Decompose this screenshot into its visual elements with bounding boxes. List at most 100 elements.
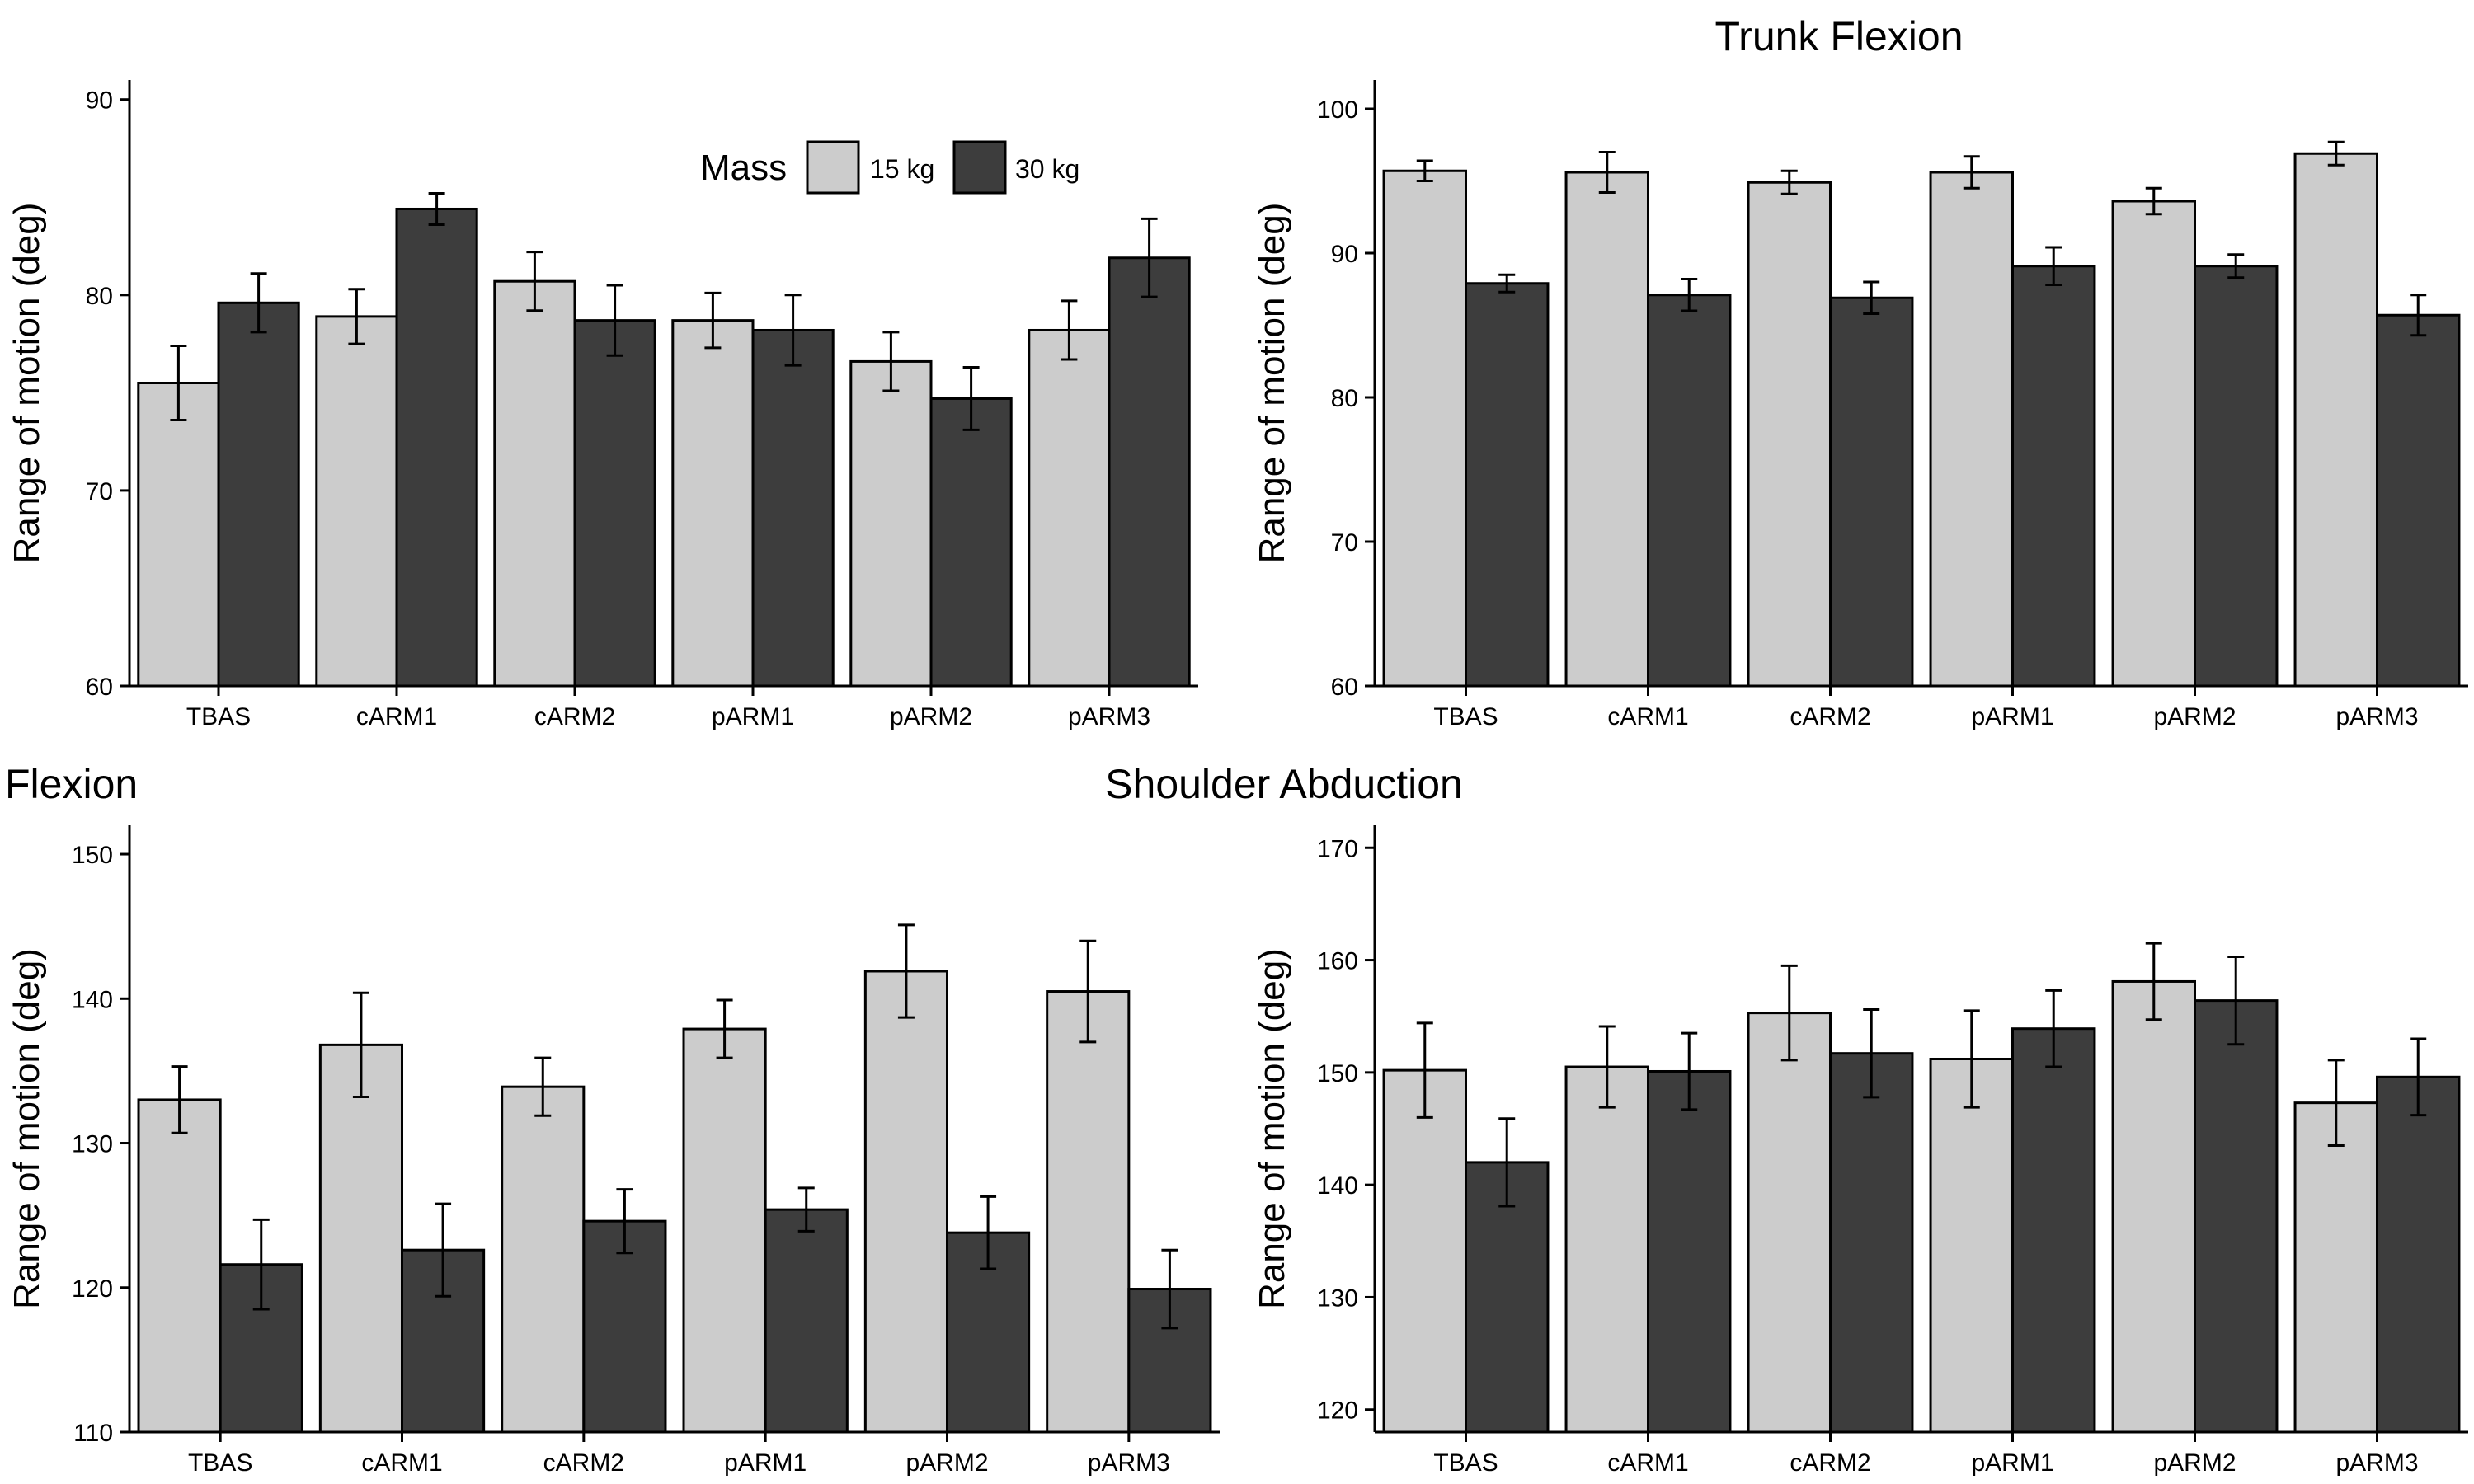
bar-30kg (1829, 1052, 1914, 1434)
x-tick-label: pARM2 (2153, 703, 2236, 730)
x-tick-label: pARM2 (905, 1449, 988, 1477)
y-tick-label: 150 (1317, 1060, 1358, 1087)
x-tick-label: pARM3 (1088, 1449, 1170, 1477)
bar-30kg (395, 207, 478, 688)
chart-panel-2: 60 70 80 90 100 Range of motion (deg) TBAS cARM… (1252, 80, 2468, 730)
legend-label-30kg: 30 kg (1015, 154, 1079, 184)
y-tick-label: 90 (1331, 241, 1358, 268)
bar-30kg (1108, 256, 1191, 688)
x-tick-label: TBAS (186, 703, 251, 730)
y-axis-title: Range of motion (deg) (7, 948, 47, 1309)
bar-30kg (2376, 313, 2461, 688)
y-tick-label: 60 (1331, 674, 1358, 701)
x-tick-label: pARM1 (712, 703, 794, 730)
panel-title-trunk-flexion: Trunk Flexion (1714, 13, 1963, 59)
bar-30kg (573, 319, 656, 688)
x-tick-label: pARM3 (2335, 703, 2418, 730)
bar-15kg (1046, 990, 1131, 1434)
y-tick-label: 140 (72, 986, 113, 1013)
panel-title-flexion-fragment: Flexion (5, 761, 138, 807)
bar-15kg (682, 1027, 767, 1434)
bar-30kg (1647, 294, 1732, 688)
x-tick-label: cARM1 (361, 1449, 442, 1477)
bar-30kg (1465, 282, 1550, 688)
chart-panel-1: 60 70 80 90 Range of motion (deg) TBAS cARM1 cA… (7, 80, 1198, 730)
bar-15kg (671, 319, 755, 688)
bar-15kg (1382, 169, 1468, 688)
legend-label-15kg: 15 kg (870, 154, 934, 184)
x-tick-label: cARM2 (1790, 1449, 1870, 1477)
bar-15kg (1929, 171, 2015, 688)
bar-15kg (137, 382, 220, 688)
bar-15kg (1564, 171, 1650, 688)
bar-15kg (501, 1085, 586, 1434)
x-tick-label: TBAS (1433, 703, 1498, 730)
bar-30kg (751, 328, 835, 688)
y-tick-label: 160 (1317, 948, 1358, 975)
bar-30kg (2011, 265, 2096, 688)
y-tick-label: 70 (86, 478, 113, 505)
bar-15kg (849, 359, 933, 688)
bar-30kg (2194, 999, 2279, 1434)
bar-15kg (863, 970, 948, 1434)
bar-30kg (217, 301, 300, 688)
x-tick-label: pARM2 (2153, 1449, 2236, 1477)
y-tick-label: 140 (1317, 1172, 1358, 1200)
chart-panels: 60 70 80 90 Range of motion (deg) TBAS cARM1 cA… (7, 80, 2468, 1477)
x-tick-label: TBAS (188, 1449, 252, 1477)
y-tick-label: 130 (1317, 1284, 1358, 1312)
x-tick-label: pARM1 (1971, 1449, 2053, 1477)
legend-swatch-15kg (806, 140, 860, 195)
y-tick-label: 60 (86, 674, 113, 701)
bar-30kg (929, 397, 1013, 688)
bar-15kg (1382, 1068, 1468, 1434)
y-axis-title: Range of motion (deg) (1252, 203, 1292, 564)
bar-15kg (1564, 1065, 1650, 1434)
y-tick-label: 170 (1317, 835, 1358, 862)
bar-30kg (582, 1219, 667, 1434)
bar-15kg (318, 1043, 404, 1434)
x-tick-label: pARM2 (890, 703, 972, 730)
panel-title-shoulder-abduction: Shoulder Abduction (1105, 761, 1463, 807)
bar-30kg (1647, 1069, 1732, 1434)
x-tick-label: cARM2 (1790, 703, 1870, 730)
x-tick-label: cARM2 (543, 1449, 624, 1477)
bar-30kg (764, 1208, 849, 1434)
x-tick-label: pARM1 (1971, 703, 2053, 730)
y-tick-label: 80 (1331, 385, 1358, 412)
y-tick-label: 150 (72, 842, 113, 869)
bar-15kg (2111, 979, 2197, 1434)
x-tick-label: pARM1 (724, 1449, 807, 1477)
x-tick-label: pARM3 (1068, 703, 1150, 730)
chart-panel-4: 120 130 140 150 160 170 Range of motion (deg) T… (1252, 825, 2468, 1477)
y-tick-label: 100 (1317, 96, 1358, 124)
y-axis-title: Range of motion (deg) (7, 203, 47, 564)
x-tick-label: pARM3 (2335, 1449, 2418, 1477)
chart-panel-3: 110 120 130 140 150 Range of motion (deg) TBAS… (7, 825, 1220, 1477)
y-tick-label: 90 (86, 87, 113, 115)
bar-15kg (1747, 1012, 1832, 1434)
legend-swatch-30kg (952, 140, 1007, 195)
x-tick-label: cARM1 (1607, 703, 1688, 730)
bar-30kg (2376, 1075, 2461, 1434)
bar-30kg (1829, 296, 1914, 688)
y-tick-label: 120 (72, 1275, 113, 1303)
x-tick-label: cARM2 (534, 703, 615, 730)
legend: Mass 15 kg 30 kg (700, 140, 1079, 195)
bar-15kg (315, 315, 398, 688)
bar-15kg (1929, 1057, 2015, 1434)
y-tick-label: 110 (73, 1420, 113, 1447)
x-tick-label: cARM1 (356, 703, 437, 730)
bar-15kg (2293, 1101, 2379, 1434)
y-tick-label: 120 (1317, 1397, 1358, 1425)
x-tick-label: cARM1 (1607, 1449, 1688, 1477)
bar-15kg (2293, 152, 2379, 688)
bar-15kg (493, 279, 576, 688)
y-tick-label: 70 (1331, 529, 1358, 556)
legend-title: Mass (700, 148, 787, 188)
x-tick-label: TBAS (1433, 1449, 1498, 1477)
bar-30kg (2011, 1027, 2096, 1434)
bar-30kg (2194, 265, 2279, 688)
bar-15kg (1028, 328, 1111, 688)
